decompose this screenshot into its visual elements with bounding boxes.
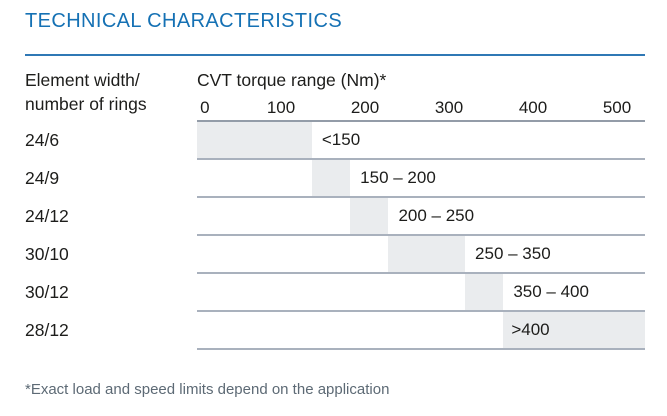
tick-label: 300 — [434, 98, 464, 117]
range-label: 200 – 250 — [398, 206, 475, 225]
row-label: 24/6 — [25, 130, 60, 150]
tick-label: 0 — [200, 98, 210, 117]
row-label: 28/12 — [25, 320, 69, 340]
left-header-line1: Element width/ — [25, 70, 140, 90]
table-row: 30/12 350 – 400 — [25, 274, 645, 312]
bar — [503, 312, 645, 348]
tick-label: 500 — [602, 98, 632, 117]
tick-label: 200 — [350, 98, 380, 117]
row-track: 250 – 350 — [197, 236, 645, 274]
axis-title: CVT torque range (Nm)* — [197, 70, 387, 90]
range-label: 150 – 200 — [360, 168, 436, 187]
tick-label: 400 — [518, 98, 548, 117]
bar — [350, 198, 389, 234]
row-label: 24/12 — [25, 206, 69, 226]
bar — [197, 122, 312, 158]
row-label: 24/9 — [25, 168, 60, 188]
left-column-header: Element width/ number of rings — [25, 66, 197, 122]
title-rule — [25, 54, 645, 56]
table-header: Element width/ number of rings CVT torqu… — [25, 66, 645, 122]
page-title: TECHNICAL CHARACTERISTICS — [25, 10, 343, 32]
row-label: 30/10 — [25, 244, 69, 264]
table-row: 30/10 250 – 350 — [25, 236, 645, 274]
row-track: 200 – 250 — [197, 198, 645, 236]
range-label: 250 – 350 — [475, 244, 551, 263]
range-label: 350 – 400 — [513, 282, 589, 301]
table-row: 24/6 <150 — [25, 122, 645, 160]
tick-label: 100 — [266, 98, 296, 117]
row-label: 30/12 — [25, 282, 69, 302]
axis-header: CVT torque range (Nm)* 0 100 200 300 400 500 — [197, 66, 645, 122]
row-track: <150 — [197, 122, 645, 160]
row-track: 150 – 200 — [197, 160, 645, 198]
axis-ticks: 0 100 200 300 400 500 — [197, 92, 645, 120]
table-row: 24/12 200 – 250 — [25, 198, 645, 236]
row-track: 350 – 400 — [197, 274, 645, 312]
range-label: >400 — [511, 320, 550, 339]
range-label: <150 — [321, 130, 361, 149]
footnote: *Exact load and speed limits depend on t… — [25, 381, 390, 398]
bar — [388, 236, 466, 272]
row-track: >400 — [197, 312, 645, 350]
bar — [311, 160, 351, 196]
left-header-line2: number of rings — [25, 94, 147, 114]
table-row: 24/9 150 – 200 — [25, 160, 645, 198]
table-row: 28/12 >400 — [25, 312, 645, 350]
bar — [465, 274, 504, 310]
chart-rows: 24/6 <150 24/9 150 – 200 24/12 200 – 250… — [25, 122, 645, 350]
